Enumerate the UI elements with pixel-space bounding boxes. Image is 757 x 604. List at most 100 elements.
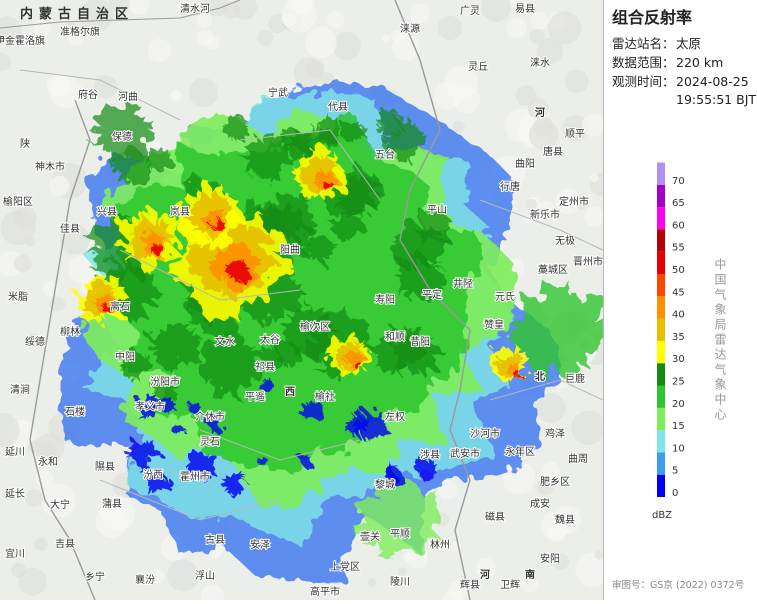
echo-area [391,326,444,379]
place-label: 太谷 [260,333,280,346]
place-label: 晋州市 [573,255,603,268]
place-label: 五台 [375,148,395,161]
legend-swatch [657,229,665,252]
terrain-patch [24,236,36,247]
legend-tick-label: 15 [672,421,685,432]
echo-area [343,412,371,438]
terrain-patch [532,116,554,138]
place-label: 平顺 [390,528,410,540]
place-label: 河曲 [118,91,138,103]
terrain-patch [536,38,563,65]
place-label: 左权 [385,410,405,423]
echo-area [134,391,164,423]
legend-tick-label: 35 [672,332,685,343]
terrain-patch [305,26,337,59]
terrain-patch [35,469,54,488]
place-label: 汾西 [143,469,163,481]
place-label: 成安 [530,497,550,510]
place-label: 汾阳市 [150,375,180,388]
terrain-patch [564,69,589,94]
echo-area [505,279,603,381]
place-label: 肥乡区 [540,476,570,488]
place-label: 石楼 [65,405,85,418]
legend-swatch [657,318,665,341]
place-label: 无极 [555,234,575,247]
place-label: 元氏 [495,291,515,303]
place-label: 神木市 [35,160,65,173]
terrain-patch [582,113,603,137]
legend-swatch [657,184,665,208]
echo-area [171,422,185,437]
place-label: 北 [535,370,545,383]
place-label: 古县 [205,533,225,546]
place-label: 延川 [5,446,25,458]
terrain-patch [18,567,47,596]
county-border [19,69,603,521]
echo-area [257,343,284,368]
echo-area [143,146,174,173]
terrain-patch [332,31,361,61]
terrain-patch [525,198,537,211]
echo-area [206,414,223,434]
legend-swatch [657,407,665,431]
place-label: 宜川 [5,547,25,560]
terrain-patch [149,568,165,584]
place-label: 乡宁 [85,570,105,583]
terrain-patch [452,86,481,114]
place-label: 孝义市 [135,400,165,413]
place-label: 陕 [20,137,30,150]
approval-number: 审图号：GS京 (2022) 0372号 [612,579,744,591]
province-border [0,0,241,29]
place-label: 黎城 [375,478,395,491]
terrain-patch [409,3,430,24]
echo-area [353,360,363,370]
terrain-patch [0,15,22,46]
echo-area [335,172,383,221]
echo-area [151,243,165,256]
place-label: 河 [535,107,545,119]
terrain-patch [367,578,377,588]
terrain-patch [68,255,97,284]
terrain-patch [391,29,404,43]
place-label: 大宁 [50,498,70,511]
terrain-patch [60,224,90,255]
boundaries [0,0,603,600]
place-label: 祁县 [255,360,275,373]
station-label: 雷达站名： [612,36,675,51]
legend-tick-label: 50 [672,265,685,276]
legend-unit: dBZ [652,510,672,521]
echo-area [210,217,226,232]
info-panel [604,0,757,600]
terrain-patch [327,11,345,29]
terrain-patch [282,0,317,33]
place-label: 灵石 [200,436,220,448]
terrain-patch [529,28,545,44]
terrain-patch [584,206,603,227]
place-label: 壶关 [360,530,380,543]
place-label: 阳曲 [280,244,300,256]
legend-swatch [657,363,665,386]
place-label: 延长 [5,488,25,500]
terrain-patch [27,333,41,347]
legend-tick-label: 25 [672,377,685,388]
legend-swatch [657,340,665,364]
terrain-patch [94,75,118,99]
place-label: 藁城区 [538,263,568,276]
place-label: 吉县 [55,538,75,550]
echo-area [513,371,523,380]
place-label: 涞水 [530,57,550,69]
terrain-patch [40,483,76,518]
place-label: 安泽 [250,538,270,551]
echo-area [186,400,201,414]
legend-tick-label: 5 [672,466,678,477]
terrain-patch [398,567,407,576]
place-label: 榆次区 [300,320,330,333]
place-label: 永和 [38,455,58,468]
place-label: 榆阳区 [3,195,33,208]
time: 19:55:51 BJT [676,92,756,107]
place-label: 易县 [515,3,535,15]
terrain-patch [37,440,57,461]
place-label: 佳县 [60,222,80,235]
terrain-patch [147,38,172,63]
place-label: 卫辉 [500,579,520,591]
